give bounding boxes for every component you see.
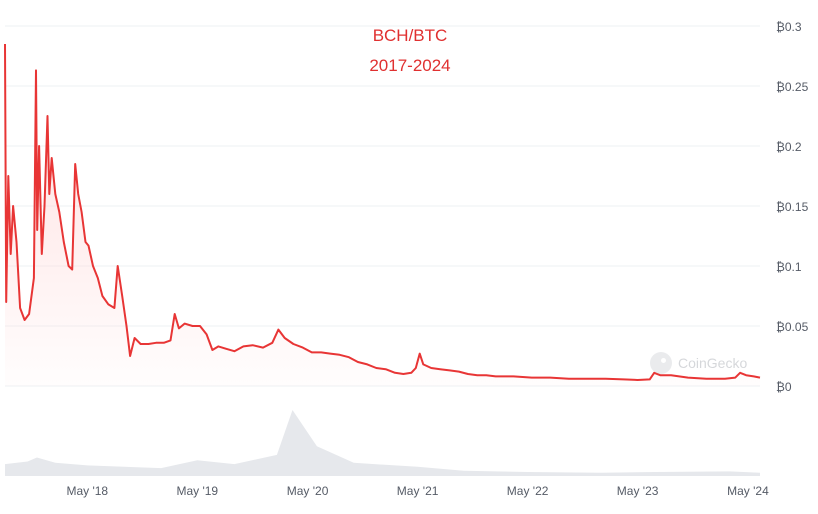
x-tick-label: May '24 (727, 484, 769, 498)
x-tick-label: May '23 (617, 484, 659, 498)
y-tick-label: ₿0.15 (776, 200, 809, 214)
x-tick-label: May '22 (507, 484, 549, 498)
chart-subtitle: 2017-2024 (369, 56, 451, 75)
x-tick-label: May '21 (397, 484, 439, 498)
y-tick-label: ₿0.25 (776, 80, 809, 94)
watermark-text: CoinGecko (678, 355, 748, 371)
volume-area (5, 410, 760, 476)
x-tick-label: May '20 (287, 484, 329, 498)
y-tick-label: ₿0 (776, 380, 792, 394)
y-tick-label: ₿0.3 (776, 20, 802, 34)
x-tick-label: May '18 (66, 484, 108, 498)
y-tick-label: ₿0.05 (776, 320, 809, 334)
watermark: CoinGecko (650, 350, 747, 376)
y-tick-label: ₿0.1 (776, 260, 802, 274)
series-area (5, 44, 760, 386)
coingecko-logo-icon (650, 352, 672, 374)
x-tick-label: May '19 (176, 484, 218, 498)
chart-title: BCH/BTC (372, 26, 448, 45)
series-line (4, 43, 761, 381)
y-tick-label: ₿0.2 (776, 140, 802, 154)
